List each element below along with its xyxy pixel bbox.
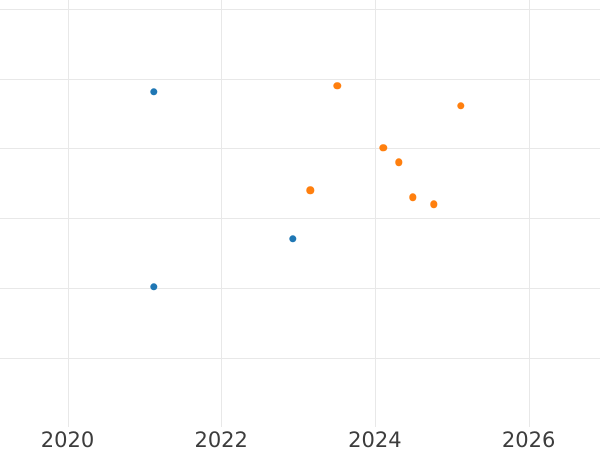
x-tick-label: 2026 — [501, 428, 556, 450]
scatter-point-series-orange — [379, 143, 387, 152]
x-tick-label: 2020 — [40, 428, 95, 450]
gridline-horizontal — [0, 357, 600, 359]
scatter-point-series-orange — [394, 158, 403, 166]
scatter-point-series-blue — [149, 283, 158, 291]
scatter-point-series-blue — [288, 235, 297, 243]
scatter-point-series-orange — [306, 186, 314, 194]
gridline-horizontal — [0, 218, 600, 220]
gridline-vertical — [67, 0, 69, 428]
gridline-vertical — [528, 0, 530, 428]
scatter-point-series-orange — [333, 81, 341, 90]
x-tick-label: 2022 — [194, 428, 248, 450]
scatter-point-series-orange — [430, 200, 438, 208]
gridline-horizontal — [0, 78, 600, 80]
gridline-horizontal — [0, 9, 600, 10]
gridline-vertical — [374, 0, 376, 428]
gridline-vertical — [221, 0, 223, 428]
gridline-horizontal — [0, 148, 600, 150]
scatter-point-series-orange — [457, 102, 465, 110]
scatter-point-series-orange — [408, 193, 417, 201]
scatter-point-series-blue — [149, 88, 158, 96]
gridline-horizontal — [0, 287, 600, 289]
x-tick-label: 2024 — [348, 428, 402, 450]
